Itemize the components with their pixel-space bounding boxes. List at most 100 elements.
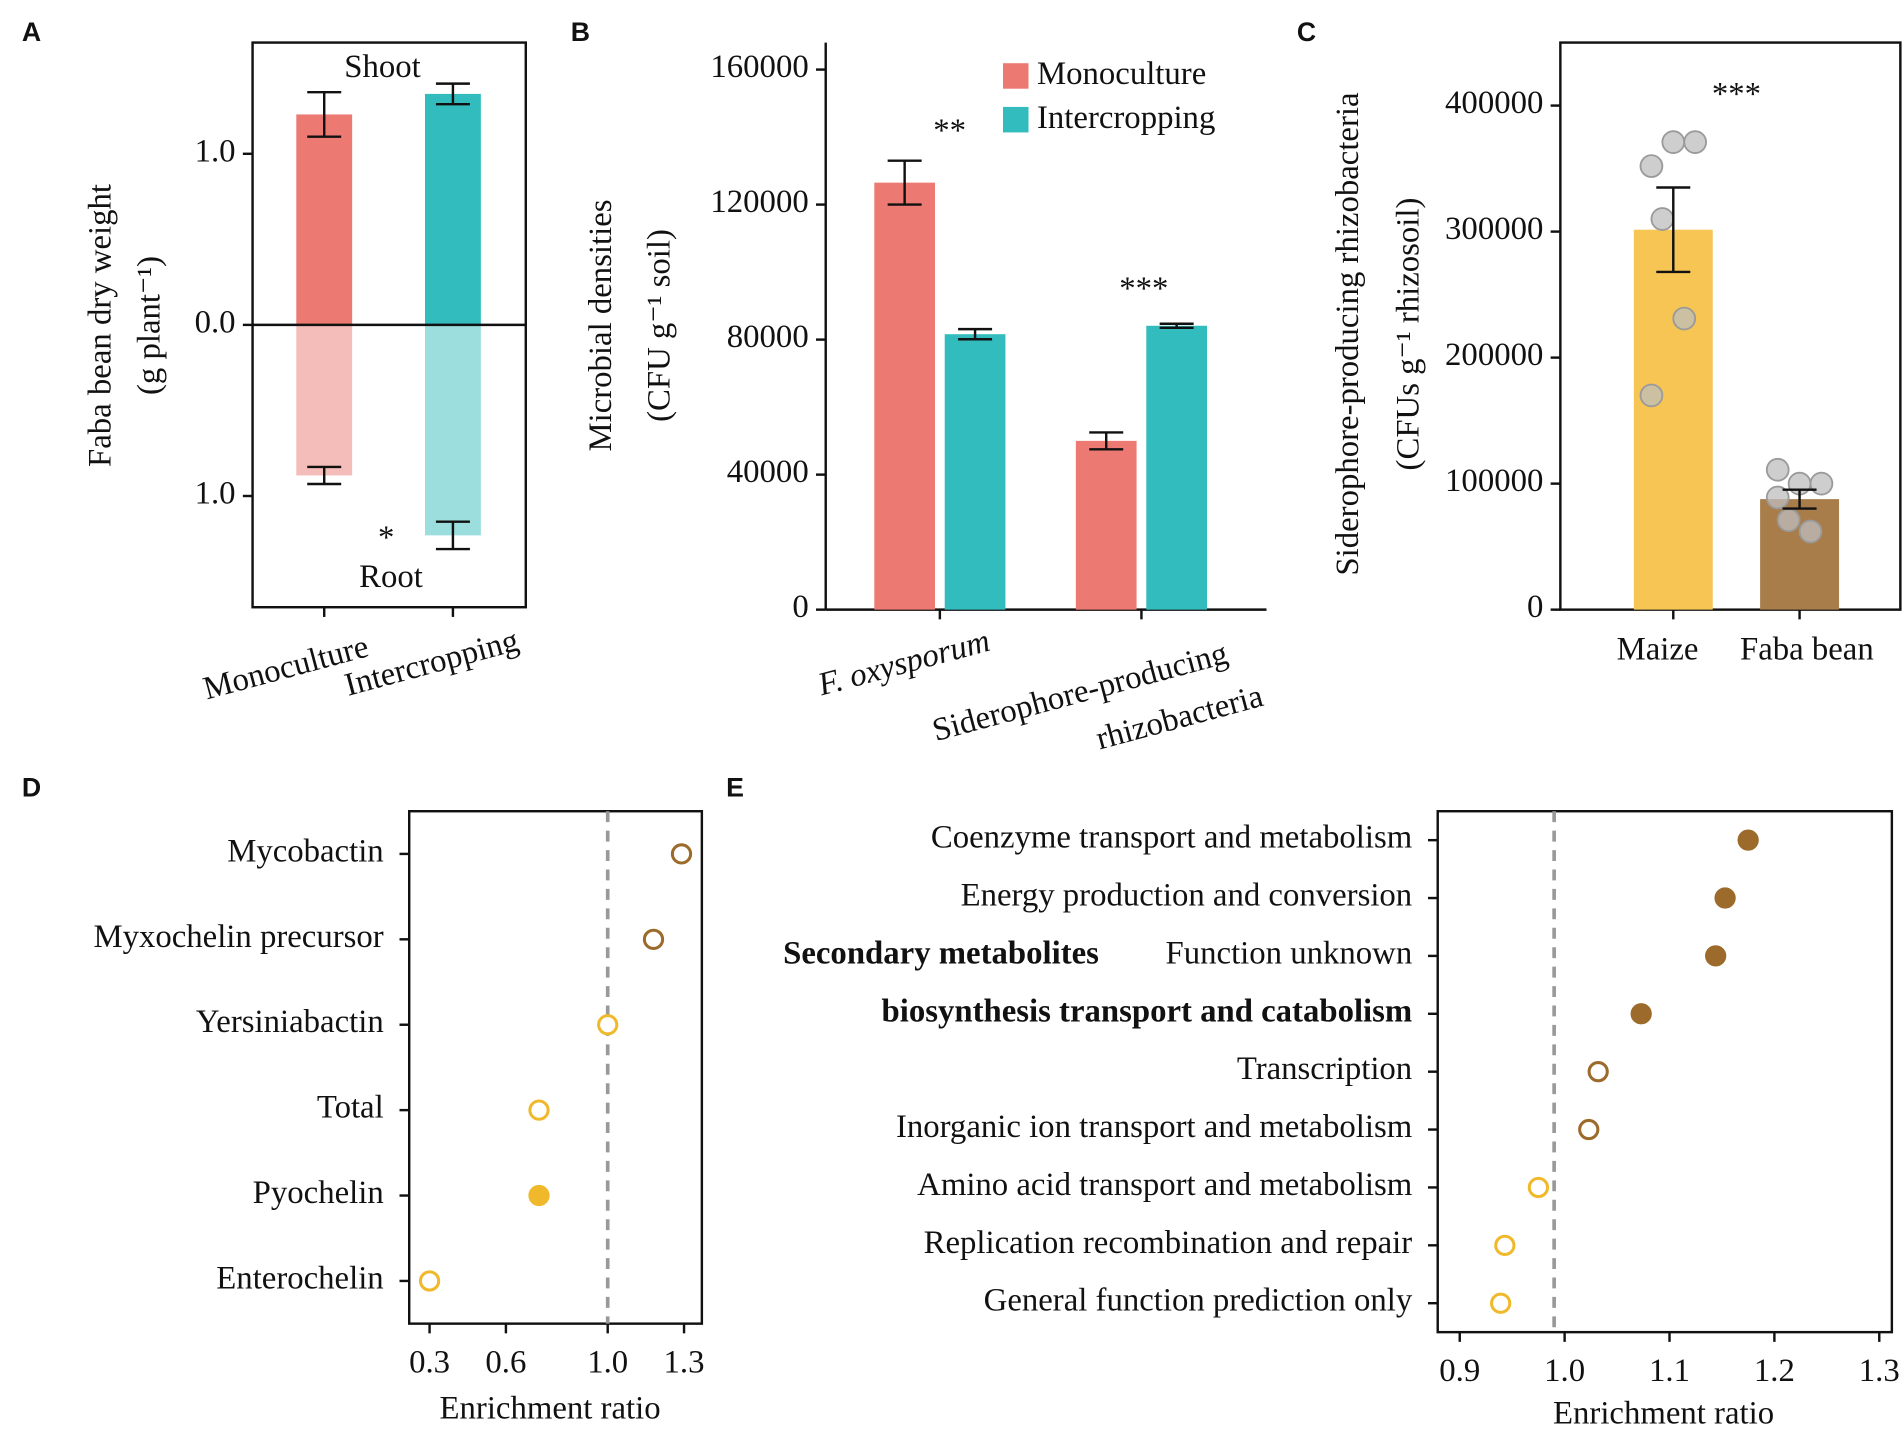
y-tick-label: Inorganic ion transport and metabolism — [896, 1109, 1412, 1145]
y-tick-label: Energy production and conversion — [961, 878, 1413, 914]
bar — [425, 93, 481, 325]
y-tick-label: 1.0 — [195, 476, 236, 512]
x-tick-label: 0.9 — [1439, 1353, 1480, 1389]
data-point — [1578, 1118, 1600, 1141]
y-tick-label: 80000 — [727, 319, 809, 355]
legend-swatch — [1003, 63, 1029, 89]
y-tick-label: Enterochelin — [216, 1260, 383, 1296]
y-tick-label: Transcription — [1237, 1051, 1412, 1087]
data-point — [1809, 471, 1834, 496]
y-tick-label: General function prediction only — [984, 1283, 1413, 1319]
y-tick-label: Function unknown — [1166, 935, 1413, 971]
y-tick-label: Replication recombination and repair — [924, 1225, 1413, 1261]
y-tick-label: Coenzyme transport and metabolism — [931, 820, 1412, 856]
y-axis-label: (CFU g⁻¹ soil) — [641, 229, 677, 422]
data-point — [597, 1014, 619, 1036]
data-point — [1765, 485, 1790, 510]
data-point — [1639, 383, 1664, 408]
panel-label: D — [22, 772, 41, 802]
x-tick-label: Intercropping — [341, 623, 523, 704]
annotation: *** — [1712, 77, 1761, 113]
data-point — [1737, 829, 1759, 851]
y-axis-label: (g plant⁻¹) — [131, 256, 167, 395]
panel-label: B — [571, 17, 590, 47]
annotation: * — [378, 520, 394, 556]
data-point — [1765, 457, 1790, 482]
series-label: Shoot — [344, 49, 420, 85]
y-tick-label: Mycobactin — [227, 833, 384, 869]
x-tick-label: 0.6 — [485, 1344, 526, 1380]
panel-label: C — [1297, 17, 1316, 47]
y-axis-label: Siderophore-producing rhizobacteria — [1330, 92, 1366, 576]
data-point — [528, 1099, 550, 1121]
x-axis-label: Enrichment ratio — [440, 1391, 661, 1427]
data-point — [1798, 519, 1823, 544]
y-axis-label: Microbial densities — [583, 199, 619, 451]
y-tick-label: 300000 — [1445, 211, 1543, 247]
data-point — [1776, 508, 1801, 533]
data-point — [1683, 130, 1707, 154]
x-tick-label: Maize — [1617, 632, 1699, 668]
data-point — [1705, 945, 1727, 967]
y-tick-label: 40000 — [727, 454, 809, 490]
x-tick-label: 1.2 — [1754, 1353, 1795, 1389]
x-tick-label: 1.3 — [1859, 1353, 1900, 1389]
annotation: *** — [1119, 271, 1168, 307]
y-tick-label: 400000 — [1445, 85, 1543, 121]
y-tick-label: Secondary metabolites — [783, 935, 1099, 971]
plot-frame — [407, 809, 704, 1325]
y-tick-label: Pyochelin — [253, 1175, 384, 1211]
y-tick-label: 200000 — [1445, 337, 1543, 373]
y-tick-label: 100000 — [1445, 463, 1543, 499]
x-tick-label: Faba bean — [1740, 632, 1874, 668]
data-point — [1639, 154, 1664, 178]
bar — [944, 334, 1006, 610]
legend-label: Intercropping — [1037, 100, 1215, 136]
data-point — [1714, 887, 1736, 909]
y-tick-label: Amino acid transport and metabolism — [917, 1167, 1412, 1203]
data-point — [528, 1184, 550, 1207]
legend-label: Monoculture — [1037, 56, 1206, 92]
y-axis-label: (CFUs g⁻¹ rhizosoil) — [1391, 198, 1427, 471]
x-tick-label: F. oxysporum — [813, 623, 993, 704]
y-tick-label: 120000 — [710, 184, 808, 220]
panel-label: A — [22, 17, 41, 47]
bar — [296, 114, 353, 325]
legend-swatch — [1003, 106, 1029, 133]
data-point — [418, 1270, 441, 1292]
data-point — [1650, 207, 1675, 231]
y-tick-label: 160000 — [710, 49, 808, 85]
y-tick-label: Yersiniabactin — [196, 1004, 384, 1040]
data-point — [1587, 1061, 1609, 1083]
x-tick-label: 0.3 — [409, 1344, 450, 1380]
bar — [874, 182, 935, 610]
bar — [1633, 229, 1713, 610]
x-axis-label: Enrichment ratio — [1553, 1395, 1774, 1431]
x-tick-label: 1.1 — [1649, 1353, 1690, 1389]
bar — [1075, 440, 1137, 610]
y-tick-label: 0 — [792, 589, 808, 625]
y-axis-label: Faba bean dry weight — [83, 184, 119, 467]
y-tick-label: 0.0 — [195, 304, 236, 340]
bar — [296, 324, 353, 476]
bar — [1146, 325, 1207, 610]
data-point — [1672, 306, 1697, 331]
x-tick-label: 1.0 — [587, 1344, 628, 1380]
data-point — [670, 843, 693, 865]
y-tick-label: Myxochelin precursor — [93, 919, 383, 955]
y-tick-label: biosynthesis transport and catabolism — [882, 993, 1413, 1029]
y-tick-label: Total — [317, 1090, 384, 1126]
data-point — [1661, 130, 1686, 154]
data-point — [1630, 1003, 1652, 1025]
data-point — [1527, 1176, 1550, 1199]
x-tick-label: 1.0 — [1544, 1353, 1585, 1389]
series-label: Root — [359, 559, 423, 595]
plot-frame — [1559, 41, 1902, 611]
y-tick-label: 1.0 — [195, 133, 236, 169]
panel-label: E — [726, 772, 744, 802]
bar — [425, 324, 481, 536]
data-point — [1494, 1234, 1516, 1256]
data-point — [1490, 1292, 1512, 1314]
y-tick-label: 0 — [1527, 589, 1543, 625]
